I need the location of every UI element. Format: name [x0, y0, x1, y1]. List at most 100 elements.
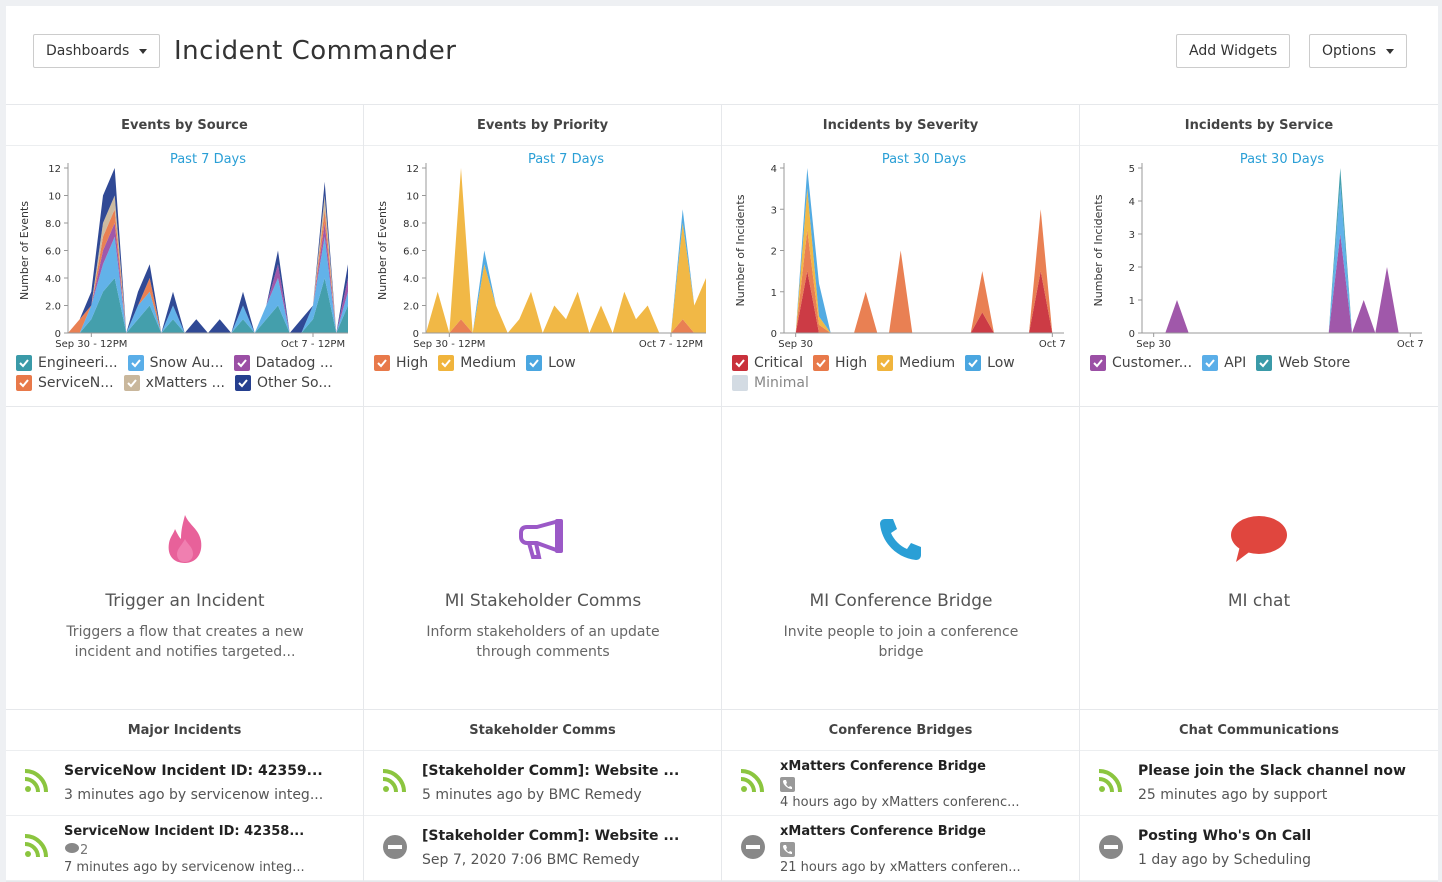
list-item[interactable]: xMatters Conference Bridge 21 hours ago b… [722, 816, 1079, 881]
legend-label: API [1224, 355, 1247, 371]
item-meta: 1 day ago by Scheduling [1138, 852, 1312, 868]
list-item[interactable]: [Stakeholder Comm]: Website ... 5 minutes… [364, 751, 721, 816]
y-tick-label: 0 [771, 329, 777, 340]
legend-label: Engineeri... [38, 355, 118, 371]
tile-row: Trigger an Incident Triggers a flow that … [6, 407, 1438, 710]
y-tick-label: 8.0 [45, 219, 61, 230]
item-icon [1098, 834, 1124, 864]
area-series [68, 236, 348, 333]
legend-checkbox [965, 355, 982, 371]
item-meta: 5 minutes ago by BMC Remedy [422, 787, 642, 803]
legend-label: Medium [899, 355, 956, 371]
legend-item: Customer... [1090, 355, 1192, 371]
chart-title: Events by Priority [364, 105, 721, 146]
item-icon [382, 769, 406, 797]
item-title: Please join the Slack channel now [1138, 763, 1406, 779]
chart-widget: Events by Source Past 7 Days Number of Eve… [6, 105, 364, 407]
legend-checkbox [123, 375, 140, 391]
comment-badge: 2 [64, 842, 88, 858]
legend-label: Customer... [1112, 355, 1193, 371]
list-item[interactable]: Posting Who's On Call 1 day ago by Schedu… [1080, 816, 1438, 881]
phone-badge [780, 777, 795, 792]
legend-item: Low [526, 355, 576, 371]
y-tick-label: 2 [1129, 263, 1135, 274]
legend-item: Minimal [732, 375, 809, 391]
y-tick-label: 8.0 [403, 219, 419, 230]
action-tile[interactable]: MI Conference Bridge Invite people to joi… [722, 407, 1080, 710]
list-item[interactable]: Please join the Slack channel now 25 minu… [1080, 751, 1438, 816]
item-title: Posting Who's On Call [1138, 828, 1312, 844]
item-icon [740, 834, 766, 864]
tile-icon [6, 511, 363, 567]
y-axis-label: Number of Incidents [734, 194, 747, 306]
caret [139, 48, 148, 54]
y-tick-label: 10 [406, 192, 419, 203]
legend: Engineeri... Snow Au... Datadog ... Service… [16, 355, 356, 391]
item-meta: 3 minutes ago by servicenow integ... [64, 787, 324, 803]
y-tick-label: 4 [771, 164, 777, 175]
button-label: Add Widgets [1189, 43, 1278, 59]
legend-label: Snow Au... [149, 355, 224, 371]
action-tile[interactable]: MI chat [1080, 407, 1438, 710]
y-tick-label: 2 [771, 247, 777, 258]
legend-label: High [834, 355, 868, 371]
tile-description: Invite people to join a conference bridg… [783, 624, 1019, 660]
comment-icon [64, 842, 80, 858]
y-tick-label: 6.0 [45, 247, 61, 258]
list-title: Stakeholder Comms [364, 710, 721, 751]
phone-badge [780, 842, 795, 857]
y-tick-label: 0 [413, 329, 419, 340]
item-title: xMatters Conference Bridge [780, 759, 986, 774]
chart: Past 7 Days Number of Events 0 2.0 4.0 6.0 8.0… [18, 152, 348, 350]
legend-label: Minimal [754, 375, 809, 391]
item-icon [740, 769, 764, 797]
action-tile[interactable]: Trigger an Incident Triggers a flow that … [6, 407, 364, 710]
legend-label: Critical [754, 355, 803, 371]
legend-item: ServiceN... [16, 375, 114, 391]
x-tick-label: Sep 30 - 12PM [413, 339, 485, 350]
x-tick-label: Sep 30 [1136, 339, 1171, 350]
options-button[interactable]: Options [1309, 34, 1408, 68]
list-widget: Conference Bridges xMatters Conference Br… [722, 710, 1080, 882]
area-series [426, 168, 706, 333]
list-title: Chat Communications [1080, 710, 1438, 751]
chart: Past 30 Days Number of Incidents 0 1 2 3 4 Sep … [734, 152, 1066, 350]
list-item[interactable]: ServiceNow Incident ID: 42359... 3 minute… [6, 751, 363, 816]
legend-label: Datadog ... [255, 355, 334, 371]
legend-label: High [396, 355, 429, 371]
list-widget: Stakeholder Comms [Stakeholder Comm]: Web… [364, 710, 722, 882]
tile-title: MI Conference Bridge [809, 591, 993, 611]
legend: High Medium Low [374, 355, 714, 371]
legend-checkbox [234, 375, 251, 391]
item-meta: 21 hours ago by xMatters conferen... [780, 860, 1021, 875]
list-item[interactable]: [Stakeholder Comm]: Website ... Sep 7, 20… [364, 816, 721, 881]
x-tick-label: Oct 7 - 12PM [281, 339, 345, 350]
chart-widget: Events by Priority Past 7 Days Number of E… [364, 105, 722, 407]
y-tick-label: 12 [48, 164, 61, 175]
dashboards-button[interactable]: Dashboards [33, 34, 161, 68]
item-title: [Stakeholder Comm]: Website ... [422, 763, 680, 779]
x-tick-label: Oct 7 [1397, 339, 1424, 350]
list-item[interactable]: xMatters Conference Bridge 4 hours ago by… [722, 751, 1079, 816]
y-tick-label: 3 [771, 205, 777, 216]
add-widgets-button[interactable]: Add Widgets [1176, 34, 1291, 68]
legend-checkbox [1090, 355, 1106, 371]
y-tick-label: 6.0 [403, 247, 419, 258]
dashboard: Dashboards Incident Commander Add Widget… [6, 6, 1438, 882]
legend-checkbox [732, 375, 748, 391]
item-meta: 4 hours ago by xMatters conferenc... [780, 795, 1020, 810]
caret [1386, 48, 1395, 54]
legend-item: Web Store [1256, 355, 1350, 371]
action-tile[interactable]: MI Stakeholder Comms Inform stakeholders … [364, 407, 722, 710]
area-series [784, 271, 1064, 333]
y-tick-label: 4 [1129, 197, 1135, 208]
list-item[interactable]: ServiceNow Incident ID: 42358... 2 7 minut… [6, 816, 363, 881]
item-meta: 7 minutes ago by servicenow integ... [64, 860, 305, 875]
legend-item: API [1202, 355, 1246, 371]
item-meta: 25 minutes ago by support [1138, 787, 1328, 803]
legend-checkbox [127, 355, 144, 371]
legend-label: Low [987, 355, 1015, 371]
legend-label: Low [548, 355, 576, 371]
tile-description: Inform stakeholders of an update through… [426, 624, 660, 660]
header: Dashboards Incident Commander Add Widget… [6, 6, 1438, 105]
